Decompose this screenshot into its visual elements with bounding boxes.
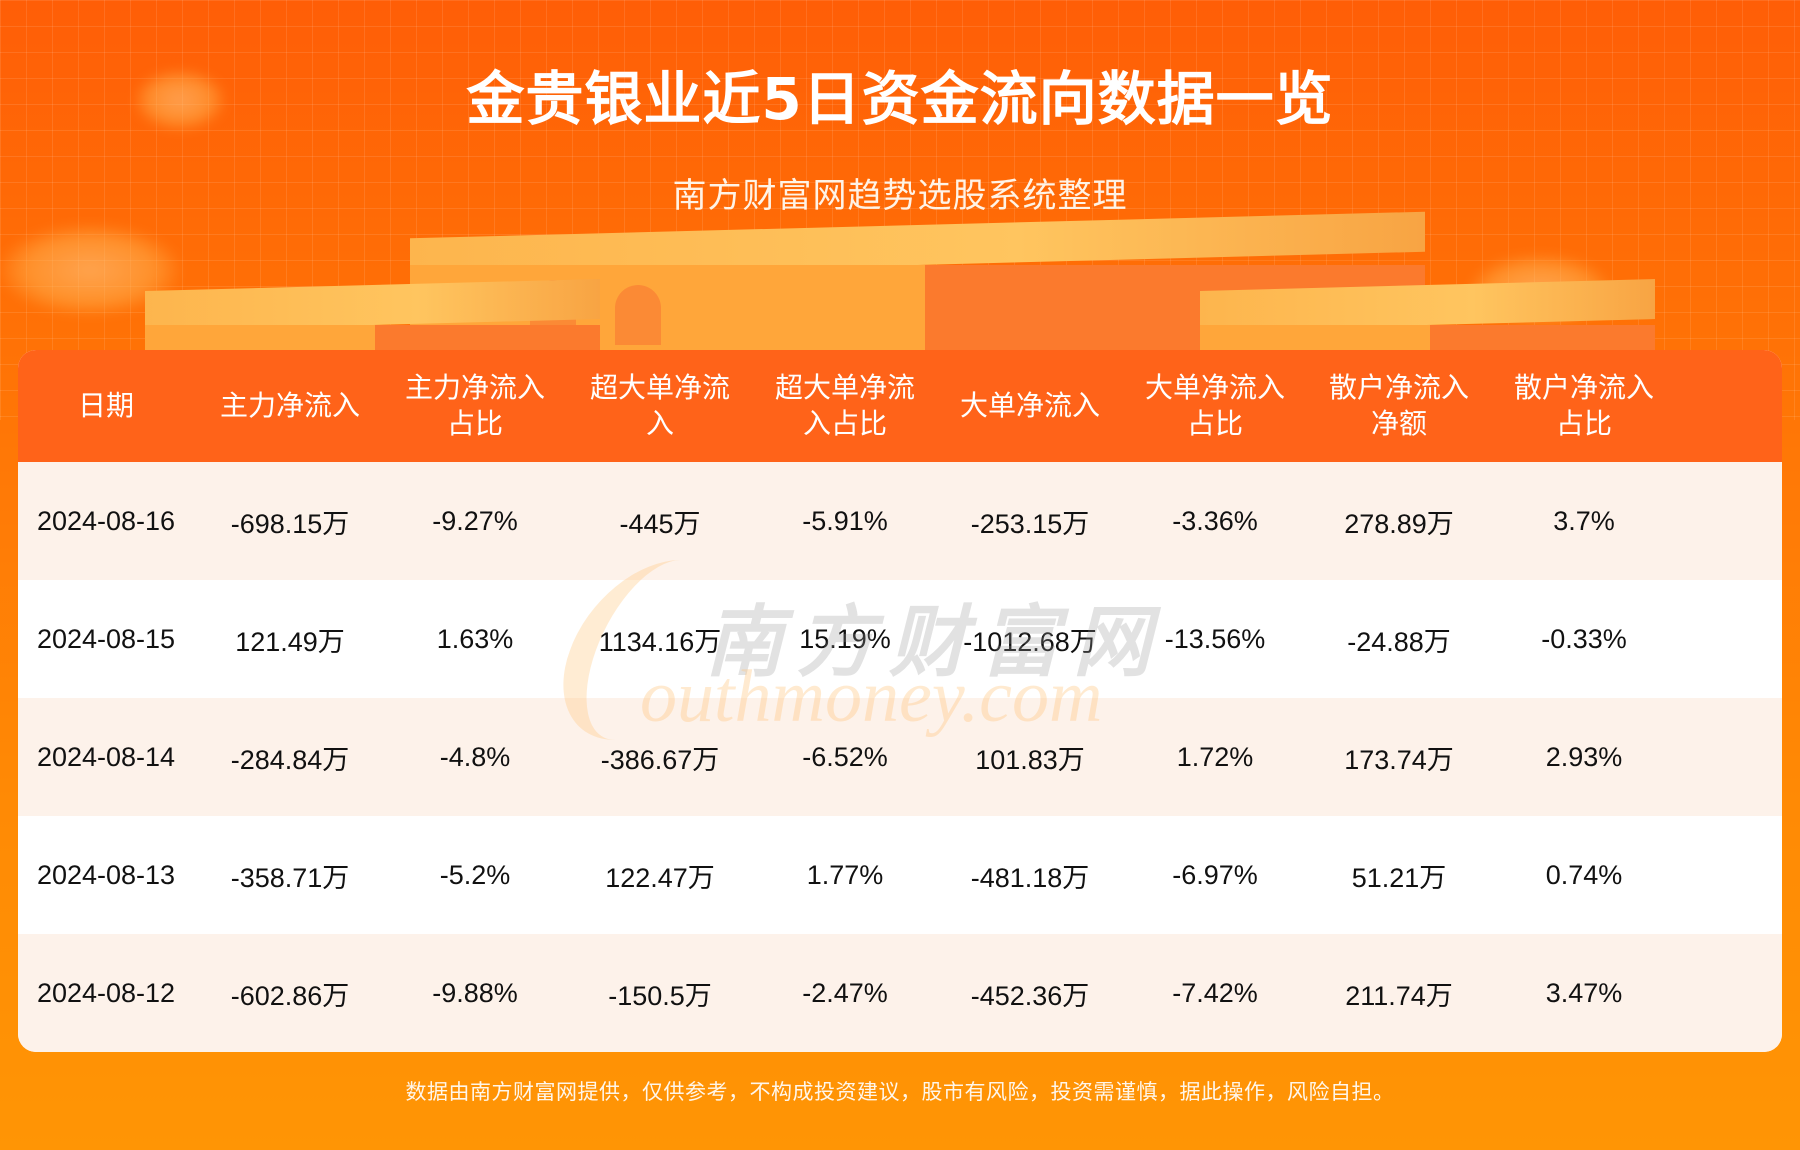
table-row: 2024-08-12 -602.86万 -9.88% -150.5万 -2.47… xyxy=(18,934,1782,1052)
table-row: 2024-08-14 -284.84万 -4.8% -386.67万 -6.52… xyxy=(18,698,1782,816)
cell-main-net-inflow: -284.84万 xyxy=(230,744,350,775)
column-header-retail-net-inflow: 散户净流入 净额 xyxy=(1328,371,1469,440)
table-row: 2024-08-15 121.49万 1.63% 1134.16万 15.19%… xyxy=(18,580,1782,698)
column-header-large-net-inflow-ratio: 大单净流入 占比 xyxy=(1144,371,1285,440)
column-header-main-net-inflow-ratio: 主力净流入 占比 xyxy=(404,371,545,440)
cell-large-ratio: 1.72% xyxy=(1176,741,1254,772)
cell-retail-inflow: 51.21万 xyxy=(1351,862,1447,893)
cell-super-large-inflow: -150.5万 xyxy=(608,980,712,1011)
cell-large-ratio: -13.56% xyxy=(1164,623,1266,654)
cell-retail-ratio: 2.93% xyxy=(1545,741,1623,772)
cell-large-inflow: 101.83万 xyxy=(975,744,1085,775)
cell-super-large-inflow: -386.67万 xyxy=(600,744,720,775)
cell-main-net-inflow: -698.15万 xyxy=(230,508,350,539)
cell-large-inflow: -1012.68万 xyxy=(963,626,1097,657)
cell-main-ratio: -5.2% xyxy=(439,859,511,890)
cell-main-ratio: -9.88% xyxy=(432,977,518,1008)
cell-main-net-inflow: 121.49万 xyxy=(235,626,345,657)
cell-main-ratio: -4.8% xyxy=(439,741,511,772)
cell-super-large-ratio: -6.52% xyxy=(802,741,888,772)
cell-super-large-inflow: -445万 xyxy=(619,508,701,539)
cell-large-inflow: -253.15万 xyxy=(970,508,1090,539)
cell-main-ratio: 1.63% xyxy=(436,623,514,654)
table-row: 2024-08-16 -698.15万 -9.27% -445万 -5.91% … xyxy=(18,462,1782,580)
cell-large-ratio: -3.36% xyxy=(1172,505,1258,536)
column-header-retail-net-inflow-ratio: 散户净流入 占比 xyxy=(1513,371,1654,440)
cell-date: 2024-08-15 xyxy=(36,623,176,654)
cell-retail-inflow: 278.89万 xyxy=(1344,508,1454,539)
decorative-coin-icon xyxy=(135,70,225,130)
cell-retail-ratio: 3.47% xyxy=(1545,977,1623,1008)
podium-left xyxy=(145,279,600,350)
cell-super-large-ratio: 15.19% xyxy=(799,623,891,654)
column-header-large-net-inflow: 大单净流入 xyxy=(959,389,1100,422)
cell-retail-inflow: 211.74万 xyxy=(1345,980,1453,1011)
cell-main-ratio: -9.27% xyxy=(432,505,518,536)
cell-large-ratio: -6.97% xyxy=(1172,859,1258,890)
cell-retail-ratio: -0.33% xyxy=(1541,623,1627,654)
cell-retail-inflow: -24.88万 xyxy=(1347,626,1451,657)
cell-date: 2024-08-12 xyxy=(36,977,176,1008)
fund-flow-table: 日期 主力净流入 主力净流入 占比 超大单净流 入 超大单净流 入占比 大单净流… xyxy=(18,350,1782,1052)
cell-date: 2024-08-16 xyxy=(36,505,176,536)
page-subtitle: 南方财富网趋势选股系统整理 xyxy=(672,176,1128,216)
table-row: 2024-08-13 -358.71万 -5.2% 122.47万 1.77% … xyxy=(18,816,1782,934)
cell-super-large-ratio: -5.91% xyxy=(802,505,888,536)
cell-main-net-inflow: -358.71万 xyxy=(230,862,350,893)
cell-large-inflow: -452.36万 xyxy=(970,980,1090,1011)
column-header-super-large-net-inflow: 超大单净流 入 xyxy=(589,371,730,440)
cell-super-large-ratio: 1.77% xyxy=(806,859,884,890)
cell-super-large-inflow: 122.47万 xyxy=(605,862,715,893)
column-header-super-large-net-inflow-ratio: 超大单净流 入占比 xyxy=(774,371,915,440)
column-header-main-net-inflow: 主力净流入 xyxy=(219,389,360,422)
cell-retail-ratio: 0.74% xyxy=(1545,859,1623,890)
cell-main-net-inflow: -602.86万 xyxy=(230,980,350,1011)
cell-super-large-ratio: -2.47% xyxy=(802,977,888,1008)
disclaimer-footer: 数据由南方财富网提供，仅供参考，不构成投资建议，股市有风险，投资需谨慎，据此操作… xyxy=(405,1080,1395,1104)
column-header-date: 日期 xyxy=(77,389,134,422)
cell-super-large-inflow: 1134.16万 xyxy=(598,626,722,657)
cell-date: 2024-08-13 xyxy=(36,859,176,890)
cell-retail-ratio: 3.7% xyxy=(1553,505,1615,536)
cell-date: 2024-08-14 xyxy=(36,741,176,772)
podium-right xyxy=(1200,279,1655,350)
page-title: 金贵银业近5日资金流向数据一览 xyxy=(466,65,1334,133)
cell-large-inflow: -481.18万 xyxy=(970,862,1090,893)
cell-large-ratio: -7.42% xyxy=(1172,977,1258,1008)
table-header: 日期 主力净流入 主力净流入 占比 超大单净流 入 超大单净流 入占比 大单净流… xyxy=(18,350,1782,462)
cell-retail-inflow: 173.74万 xyxy=(1344,744,1454,775)
